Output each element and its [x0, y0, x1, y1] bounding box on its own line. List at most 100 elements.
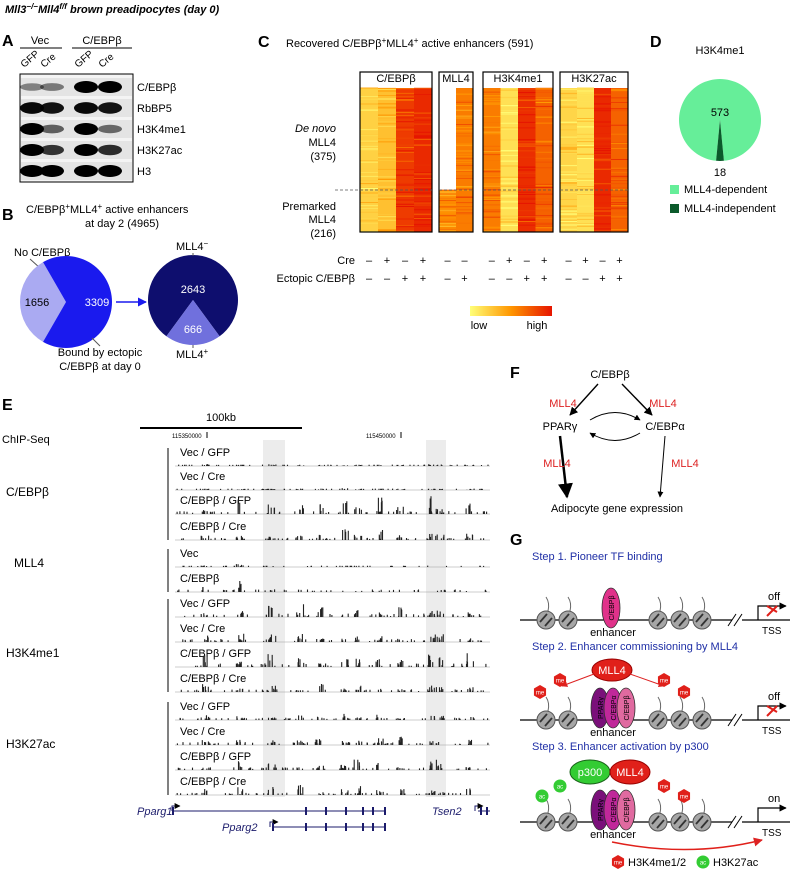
condition-sign: –	[506, 273, 513, 285]
factor-label: PPARγ	[598, 798, 605, 821]
text-part: MLL4	[176, 241, 204, 253]
dna-wrap	[561, 613, 570, 623]
regulator-label: MLL4	[543, 458, 571, 470]
condition-sign: +	[616, 255, 622, 267]
histone-tail	[545, 596, 550, 612]
complex-label: p300	[578, 767, 602, 779]
histone-tail	[679, 696, 684, 712]
methyl-mark	[677, 789, 691, 803]
row-label: MLL4	[308, 214, 336, 226]
condition-sign: +	[506, 255, 512, 267]
dna-wrap	[700, 617, 709, 627]
break-mark	[727, 713, 737, 727]
legend-label: MLL4-dependent	[684, 184, 767, 196]
superscript: +	[65, 202, 70, 211]
heatmap-cell	[577, 88, 594, 232]
condition-sign: –	[366, 273, 373, 285]
blot-band	[20, 123, 44, 135]
blot-band	[40, 102, 64, 114]
mark-label: ac	[557, 785, 563, 791]
dna-wrap	[656, 819, 665, 829]
blot-band	[40, 165, 64, 177]
exon	[272, 823, 274, 831]
break-mark	[727, 613, 737, 627]
pie-value: 573	[711, 107, 729, 119]
off-cross	[766, 605, 778, 617]
pie-value: 1656	[25, 297, 49, 309]
track-label: C/EBPβ	[180, 573, 219, 585]
condition-sign: –	[402, 255, 409, 267]
histone-tail	[701, 696, 706, 712]
dna-wrap	[700, 819, 709, 829]
complex-label: MLL4	[598, 665, 626, 677]
mark-label: me	[660, 679, 669, 685]
condition-sign: –	[582, 273, 589, 285]
heatmap-cell	[360, 88, 378, 232]
condition-sign: +	[420, 255, 426, 267]
off-cross	[766, 705, 778, 717]
exon	[362, 823, 364, 831]
signal-track	[195, 653, 487, 667]
pie-label: C/EBPβ at day 0	[59, 361, 141, 373]
heatmap-cell	[500, 88, 518, 232]
blot-band	[40, 144, 64, 156]
panel-title: Recovered C/EBPβ+MLL4+ active enhancers …	[286, 36, 533, 51]
exon	[362, 807, 364, 815]
break-mark	[733, 613, 743, 627]
histone-tail	[657, 596, 662, 612]
condition-sign: –	[565, 273, 572, 285]
signal-track	[180, 684, 484, 692]
arrow	[558, 435, 573, 499]
track-label: C/EBPβ / GFP	[180, 495, 251, 507]
row-label: H3K4me1	[137, 124, 186, 136]
acetyl-mark	[553, 779, 567, 793]
row-label: (216)	[310, 228, 336, 240]
factor-label: C/EBPα	[611, 695, 618, 720]
nucleosome	[536, 610, 556, 630]
text-part: Mll3	[5, 4, 26, 16]
dna-wrap	[651, 613, 660, 623]
scale-label: high	[527, 320, 548, 332]
condition-sign: –	[461, 255, 468, 267]
track-label: C/EBPβ / Cre	[180, 521, 246, 533]
heatmap-cell	[483, 88, 501, 232]
arrow	[569, 383, 599, 416]
factor-label: PPARγ	[598, 696, 605, 719]
pie-value: 666	[184, 324, 202, 336]
condition-sign: –	[489, 273, 496, 285]
heatmap-frame	[482, 71, 554, 233]
histone-tail	[657, 798, 662, 814]
dna-wrap	[539, 613, 548, 623]
track-label: Vec / GFP	[180, 598, 230, 610]
tss-label: TSS	[762, 626, 782, 637]
gene-label: Tsen2	[432, 806, 462, 818]
arrow	[561, 673, 595, 687]
heatmap-cell	[518, 88, 536, 232]
condition-sign: –	[444, 255, 451, 267]
signal-track	[176, 785, 471, 795]
pie-slice	[166, 300, 220, 345]
exon	[345, 823, 347, 831]
signal-track	[177, 759, 487, 770]
dna-wrap	[678, 617, 687, 627]
nucleosome	[692, 710, 712, 730]
blot-band	[40, 124, 64, 134]
dna-wrap	[544, 819, 553, 829]
methyl-mark	[677, 685, 691, 699]
step-title: Step 1. Pioneer TF binding	[532, 551, 663, 563]
superscript: −/−	[26, 2, 38, 11]
blot-band	[20, 165, 44, 177]
exon	[325, 823, 327, 831]
node-label: C/EBPα	[645, 421, 685, 433]
exon	[325, 807, 327, 815]
arrow	[589, 432, 641, 441]
exon	[480, 807, 482, 815]
row-label: RbBP5	[137, 103, 172, 115]
condition-sign: +	[402, 273, 408, 285]
dna-wrap	[544, 717, 553, 727]
text-part: MLL4	[176, 349, 204, 361]
condition-sign: +	[524, 273, 530, 285]
legend-swatch	[670, 185, 679, 194]
state-label: off	[768, 591, 781, 603]
track-label: C/EBPβ / GFP	[180, 751, 251, 763]
